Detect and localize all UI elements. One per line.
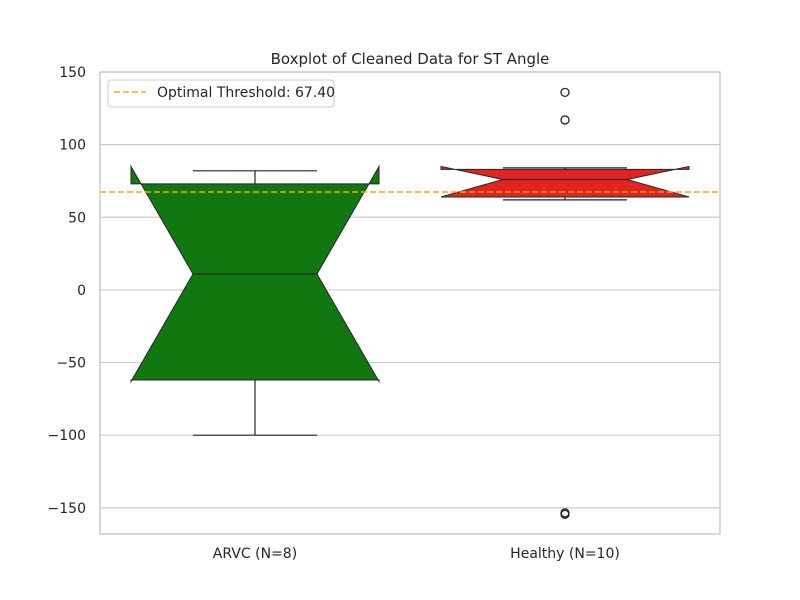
legend: Optimal Threshold: 67.40 [107, 79, 335, 108]
y-tick-label: 100 [59, 138, 86, 154]
outlier-point [560, 509, 570, 520]
y-tick-label: −150 [48, 501, 86, 517]
chart-title: Boxplot of Cleaned Data for ST Angle [271, 50, 550, 68]
y-tick-label: −100 [48, 428, 86, 444]
y-tick-labels: −150 −100 −50 0 50 100 150 [48, 65, 86, 517]
outlier-point [560, 115, 570, 125]
x-tick-labels: ARVC (N=8) Healthy (N=10) [213, 546, 620, 562]
y-tick-label: 50 [68, 210, 86, 226]
y-tick-label: 150 [59, 65, 86, 81]
plot-frame [99, 71, 721, 535]
box-body [440, 165, 690, 198]
y-tick-label: 0 [77, 283, 86, 299]
y-tick-label: −50 [56, 356, 86, 372]
boxes-layer [130, 87, 690, 520]
legend-threshold-label: Optimal Threshold: 67.40 [157, 85, 335, 101]
x-tick-label: ARVC (N=8) [213, 546, 297, 562]
legend-frame [107, 79, 335, 108]
x-tick-label: Healthy (N=10) [510, 546, 620, 562]
outlier-point [560, 87, 570, 97]
